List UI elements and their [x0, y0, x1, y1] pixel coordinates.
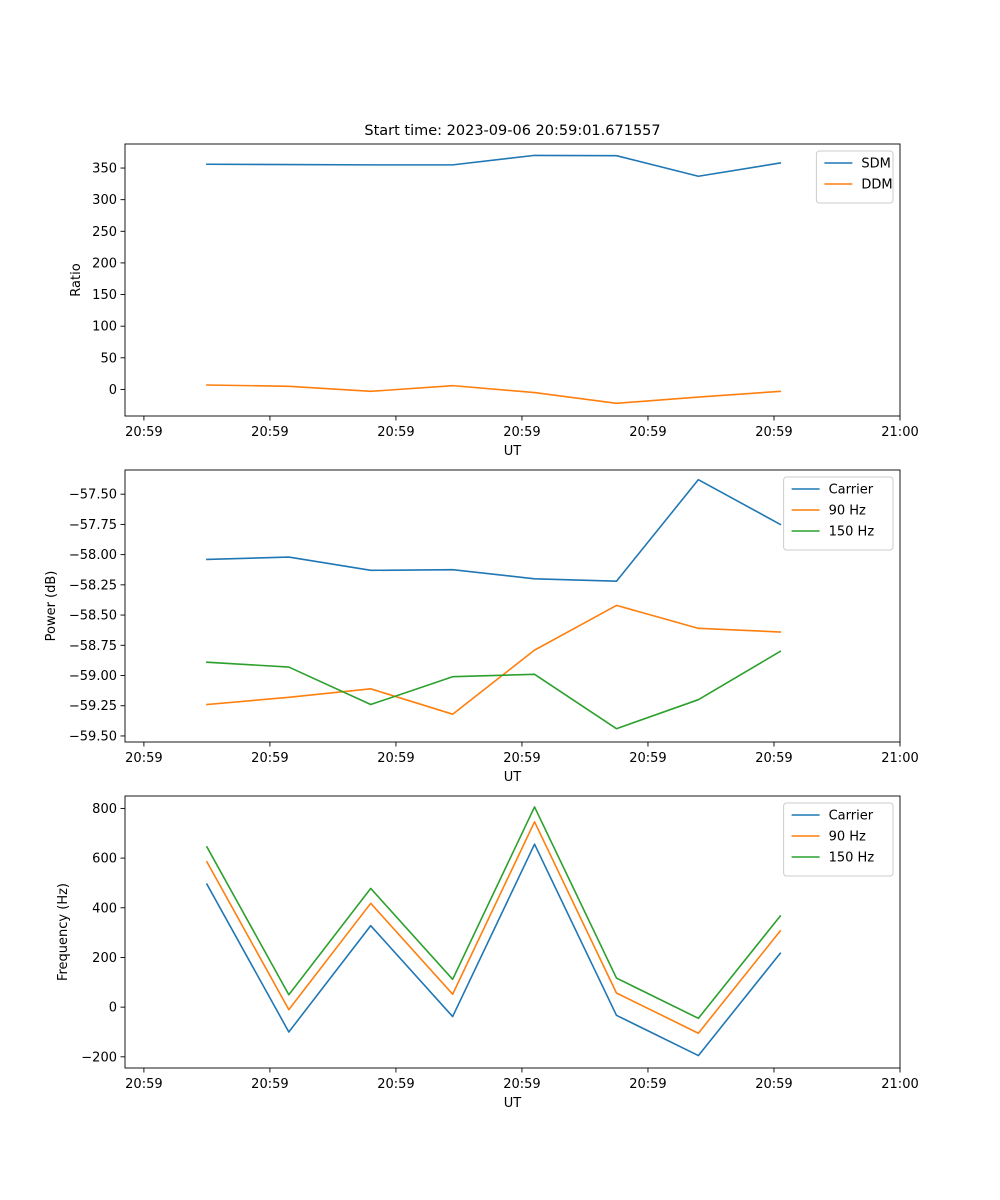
- y-tick-label: −57.75: [69, 518, 117, 533]
- legend-label: 90 Hz: [829, 830, 866, 845]
- y-tick-label: −58.75: [69, 639, 117, 654]
- legend-frame: [815, 150, 894, 204]
- legend-label: SDM: [861, 157, 890, 172]
- y-tick-label: 150: [92, 288, 117, 303]
- y-tick-label: 0: [109, 383, 117, 398]
- x-tick-label: 20:59: [377, 1077, 414, 1092]
- x-tick-label: 21:00: [881, 1077, 918, 1092]
- x-tick-label: 20:59: [755, 751, 792, 766]
- axes-panel-2: 20:59 20:59 20:59 20:59 20:59 20:59 21:00 −59.5…: [44, 469, 919, 785]
- y-tick-label: 100: [92, 320, 117, 335]
- x-tick-label: 20:59: [629, 1077, 666, 1092]
- y-tick-label: 350: [92, 162, 117, 177]
- y-tick-label: −59.25: [69, 699, 117, 714]
- x-tick-label: 20:59: [251, 425, 288, 440]
- series-line-sdm: [206, 154, 782, 178]
- x-tick-label: 20:59: [629, 751, 666, 766]
- x-tick-label: 21:00: [881, 425, 918, 440]
- x-tick-label: 20:59: [125, 1077, 162, 1092]
- y-tick-label: −200: [81, 1050, 117, 1065]
- y-tick-label: 200: [92, 951, 117, 966]
- y-tick-label: −58.50: [69, 609, 117, 624]
- y-tick-label: −57.50: [69, 488, 117, 503]
- y-tick-label: 400: [92, 901, 117, 916]
- y-tick-label: 800: [92, 802, 117, 817]
- legend-label: 90 Hz: [829, 504, 866, 519]
- x-tick-label: 21:00: [881, 751, 918, 766]
- series-line-ddm: [206, 384, 782, 405]
- y-tick-label: 600: [92, 852, 117, 867]
- x-tick-label: 20:59: [251, 1077, 288, 1092]
- x-tick-label: 20:59: [755, 1077, 792, 1092]
- x-tick-label: 20:59: [629, 425, 666, 440]
- x-axis-label: UT: [504, 444, 522, 459]
- axes-panel-3: 20:59 20:59 20:59 20:59 20:59 20:59 21:00 −200 0…: [56, 795, 919, 1111]
- legend-label: 150 Hz: [829, 851, 875, 866]
- y-tick-label: 0: [109, 1001, 117, 1016]
- legend: Carrier 90 Hz 150 Hz: [783, 476, 894, 551]
- legend: SDM DDM: [815, 150, 894, 204]
- x-tick-label: 20:59: [377, 425, 414, 440]
- legend-label: 150 Hz: [829, 525, 875, 540]
- x-axis-label: UT: [504, 1096, 522, 1111]
- x-tick-label: 20:59: [503, 1077, 540, 1092]
- y-tick-label: −59.00: [69, 669, 117, 684]
- y-tick-label: −59.50: [69, 729, 117, 744]
- y-tick-label: 200: [92, 256, 117, 271]
- series-line-carrier: [206, 478, 782, 583]
- y-axis-label: Frequency (Hz): [56, 883, 71, 981]
- series-line-150-hz: [206, 650, 782, 730]
- y-axis-label: Ratio: [69, 263, 84, 296]
- x-tick-label: 20:59: [377, 751, 414, 766]
- x-tick-label: 20:59: [125, 425, 162, 440]
- legend-label: Carrier: [829, 809, 874, 824]
- y-tick-label: 300: [92, 193, 117, 208]
- series-line-90-hz: [206, 604, 782, 716]
- y-axis-label: Power (dB): [44, 571, 59, 642]
- legend: Carrier 90 Hz 150 Hz: [783, 802, 894, 877]
- axes-frame: [124, 795, 901, 1069]
- x-tick-label: 20:59: [503, 751, 540, 766]
- series-line-150-hz: [205, 806, 782, 1020]
- series-line-carrier: [205, 843, 782, 1057]
- y-tick-label: −58.25: [69, 578, 117, 593]
- x-axis-label: UT: [504, 770, 522, 785]
- x-tick-label: 20:59: [503, 425, 540, 440]
- axes-frame: [124, 469, 901, 743]
- legend-label: Carrier: [829, 483, 874, 498]
- y-tick-label: 250: [92, 225, 117, 240]
- y-tick-label: 50: [100, 351, 117, 366]
- x-tick-label: 20:59: [125, 751, 162, 766]
- axes-panel-1: Start time: 2023-09-06 20:59:01.671557 20…: [69, 123, 919, 459]
- legend-label: DDM: [861, 178, 892, 193]
- chart-title: Start time: 2023-09-06 20:59:01.671557: [364, 123, 660, 139]
- series-line-90-hz: [205, 821, 782, 1035]
- x-tick-label: 20:59: [755, 425, 792, 440]
- axes-frame: [124, 143, 901, 417]
- x-tick-label: 20:59: [251, 751, 288, 766]
- y-tick-label: −58.00: [69, 548, 117, 563]
